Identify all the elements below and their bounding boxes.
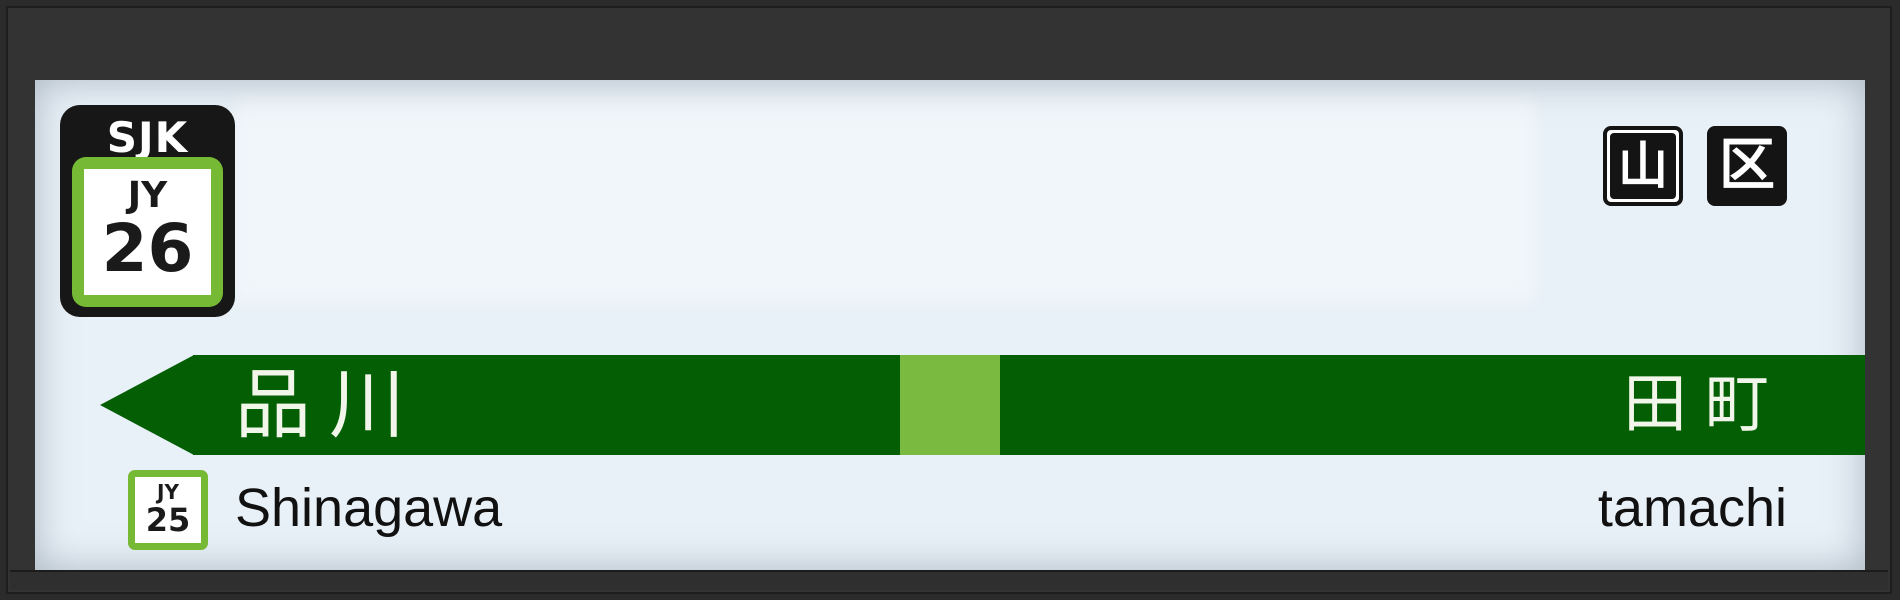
station-line-code: JY <box>127 175 168 216</box>
line-band <box>193 355 1865 455</box>
station-number-box: JY 26 <box>72 157 223 307</box>
station-code: SJK <box>106 113 189 162</box>
station-number-badge: SJK JY 26 <box>60 105 235 317</box>
prev-station-line-code: JY <box>157 480 179 504</box>
next-station-name-en: tamachi <box>1597 478 1787 538</box>
next-station-name-jp: 田町 <box>1623 368 1787 442</box>
station-number-inner: JY 26 <box>84 169 211 295</box>
yamanote-mark: 山 <box>1603 126 1683 206</box>
current-station-marker <box>900 355 1000 455</box>
ward-mark: 区 <box>1707 126 1787 206</box>
yamanote-mark-text: 山 <box>1610 133 1676 199</box>
prev-station-name-jp: 品川 <box>235 360 423 449</box>
left-arrow-icon <box>100 355 194 455</box>
station-number: 26 <box>101 210 194 287</box>
prev-station-name-en: Shinagawa <box>235 478 503 538</box>
panel-glow <box>235 100 1535 300</box>
prev-station-number-inner: JY 25 <box>135 477 201 543</box>
prev-station-number: 25 <box>145 501 191 539</box>
sign-frame-bottom <box>10 570 1888 590</box>
prev-station-number-badge: JY 25 <box>128 470 208 550</box>
station-sign-panel: SJK JY 26 山 区 品川 田町 JY 25 Shinagawa tama… <box>35 80 1865 570</box>
